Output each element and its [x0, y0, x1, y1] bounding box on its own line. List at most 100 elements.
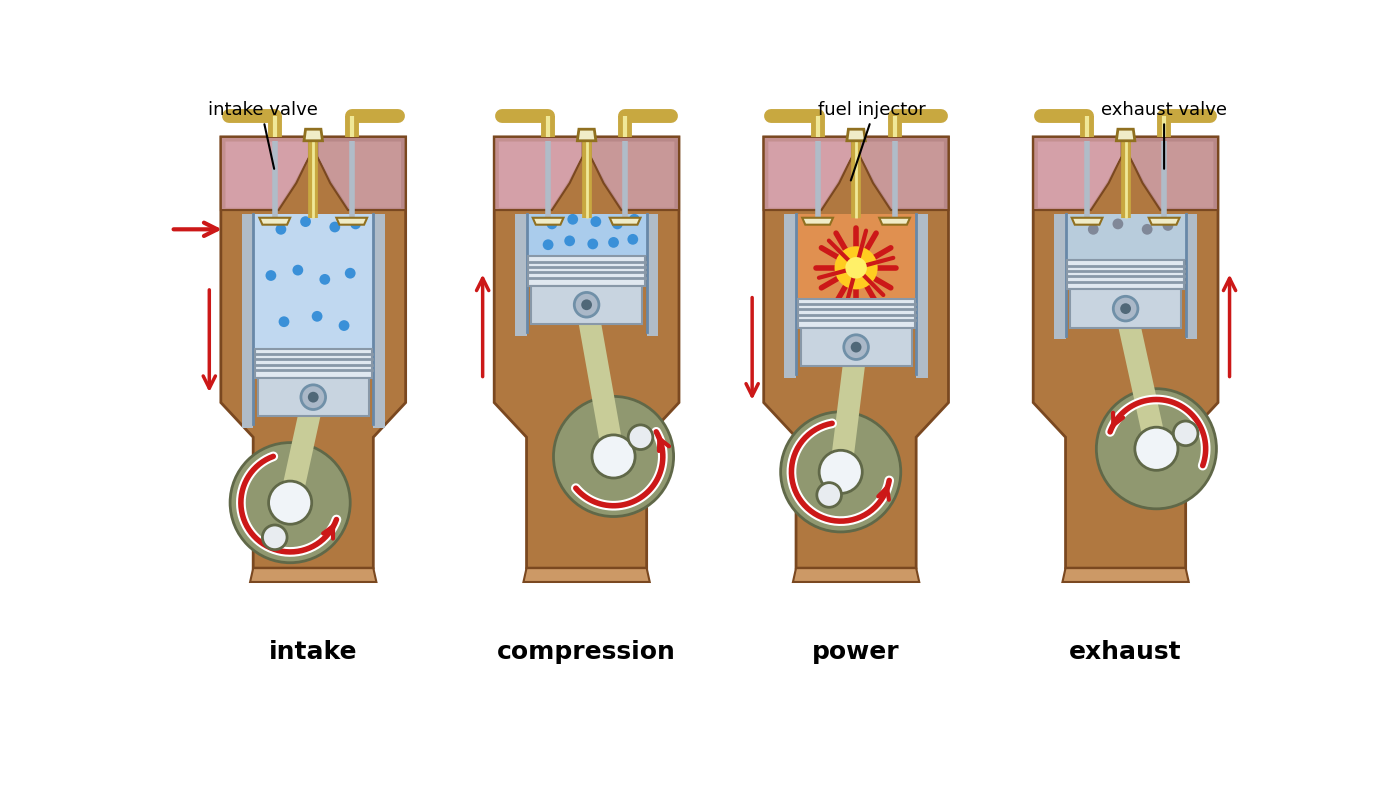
- Circle shape: [339, 320, 350, 331]
- Circle shape: [567, 214, 578, 225]
- Polygon shape: [1067, 260, 1184, 289]
- Circle shape: [276, 224, 286, 235]
- Polygon shape: [319, 142, 400, 208]
- Polygon shape: [336, 217, 367, 225]
- Polygon shape: [253, 214, 374, 348]
- Circle shape: [574, 292, 599, 317]
- Circle shape: [301, 385, 326, 410]
- Polygon shape: [861, 142, 944, 208]
- Polygon shape: [1072, 217, 1103, 225]
- Polygon shape: [251, 568, 377, 582]
- Polygon shape: [1148, 217, 1179, 225]
- Text: intake valve: intake valve: [209, 101, 318, 169]
- Circle shape: [1113, 296, 1138, 321]
- Polygon shape: [258, 378, 368, 416]
- Polygon shape: [784, 214, 797, 378]
- Polygon shape: [916, 214, 928, 378]
- Polygon shape: [1186, 214, 1197, 340]
- Polygon shape: [792, 568, 920, 582]
- Polygon shape: [1070, 289, 1182, 328]
- Polygon shape: [591, 137, 679, 210]
- Circle shape: [312, 311, 322, 322]
- Circle shape: [350, 218, 361, 229]
- Polygon shape: [577, 129, 596, 141]
- Polygon shape: [847, 129, 865, 141]
- Polygon shape: [374, 214, 385, 428]
- Circle shape: [230, 443, 350, 563]
- Text: exhaust valve: exhaust valve: [1100, 101, 1226, 169]
- Polygon shape: [259, 217, 290, 225]
- Polygon shape: [797, 214, 916, 299]
- Polygon shape: [494, 137, 679, 568]
- Polygon shape: [524, 568, 650, 582]
- Polygon shape: [1033, 137, 1121, 210]
- Polygon shape: [526, 214, 647, 256]
- Circle shape: [608, 237, 619, 247]
- Polygon shape: [592, 142, 675, 208]
- Circle shape: [564, 236, 575, 246]
- Polygon shape: [1065, 214, 1186, 260]
- Polygon shape: [1033, 137, 1218, 568]
- Polygon shape: [860, 137, 949, 210]
- Polygon shape: [242, 214, 253, 428]
- Polygon shape: [515, 214, 526, 336]
- Circle shape: [844, 335, 868, 359]
- Polygon shape: [802, 217, 833, 225]
- Circle shape: [834, 246, 878, 289]
- Circle shape: [1162, 220, 1173, 231]
- Polygon shape: [1037, 142, 1120, 208]
- Polygon shape: [769, 142, 851, 208]
- Text: power: power: [812, 641, 900, 664]
- Circle shape: [819, 450, 862, 493]
- Circle shape: [1120, 303, 1131, 314]
- Polygon shape: [610, 217, 641, 225]
- Polygon shape: [255, 348, 372, 378]
- Polygon shape: [532, 217, 563, 225]
- Circle shape: [279, 316, 290, 327]
- Circle shape: [546, 218, 557, 229]
- Polygon shape: [1131, 142, 1214, 208]
- Circle shape: [612, 218, 623, 229]
- Circle shape: [1088, 224, 1099, 235]
- Circle shape: [266, 270, 276, 281]
- Circle shape: [308, 392, 319, 403]
- Circle shape: [543, 240, 553, 250]
- Polygon shape: [879, 217, 910, 225]
- Circle shape: [1142, 224, 1152, 235]
- Circle shape: [1135, 427, 1177, 470]
- Circle shape: [262, 525, 287, 550]
- Circle shape: [293, 265, 304, 276]
- Circle shape: [329, 221, 340, 232]
- Polygon shape: [528, 256, 645, 285]
- Polygon shape: [1116, 129, 1135, 141]
- Circle shape: [627, 234, 638, 245]
- Polygon shape: [764, 137, 853, 210]
- Circle shape: [846, 257, 867, 279]
- Polygon shape: [304, 129, 322, 141]
- Circle shape: [269, 481, 312, 524]
- Polygon shape: [1063, 568, 1189, 582]
- Polygon shape: [1054, 214, 1065, 340]
- Text: fuel injector: fuel injector: [818, 101, 925, 180]
- Circle shape: [553, 396, 673, 516]
- Circle shape: [816, 482, 841, 507]
- Polygon shape: [764, 137, 949, 568]
- Polygon shape: [221, 137, 309, 210]
- Polygon shape: [225, 142, 308, 208]
- Circle shape: [300, 216, 311, 227]
- Circle shape: [344, 268, 356, 279]
- Circle shape: [591, 216, 601, 227]
- Circle shape: [1113, 218, 1123, 229]
- Polygon shape: [647, 214, 658, 336]
- Circle shape: [851, 342, 861, 352]
- Polygon shape: [316, 137, 406, 210]
- Circle shape: [781, 412, 900, 532]
- Circle shape: [319, 274, 330, 284]
- Polygon shape: [531, 285, 643, 324]
- Polygon shape: [1130, 137, 1218, 210]
- Polygon shape: [498, 142, 581, 208]
- Circle shape: [629, 214, 640, 225]
- Circle shape: [592, 435, 636, 478]
- Polygon shape: [798, 299, 914, 328]
- Circle shape: [1173, 421, 1198, 446]
